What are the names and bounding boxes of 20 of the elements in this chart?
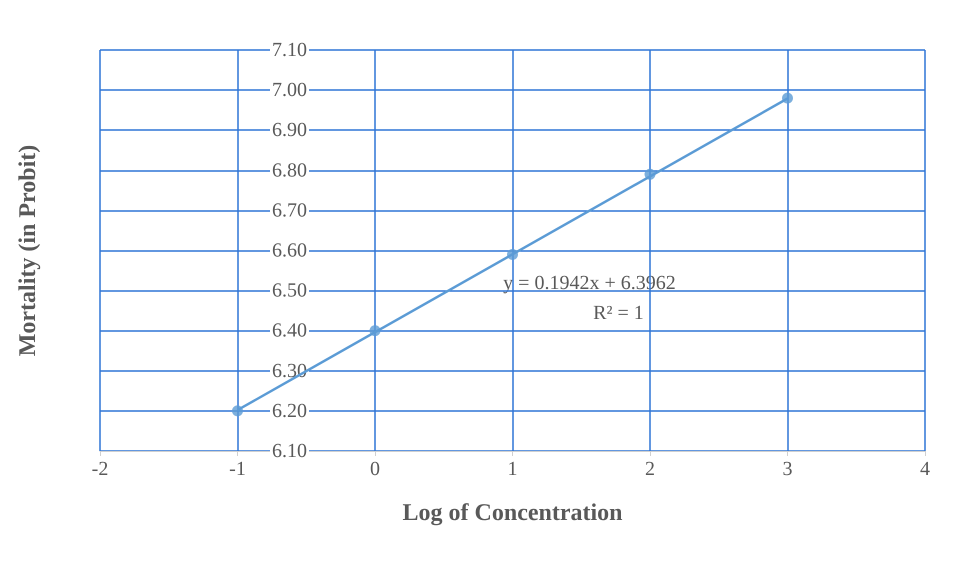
y-axis-title: Mortality (in Probit) xyxy=(15,144,41,356)
x-tick-label: -1 xyxy=(229,458,246,480)
y-tick-label: 7.10 xyxy=(272,39,307,61)
x-tick-label: 0 xyxy=(370,458,380,480)
annotation: R² = 1 xyxy=(593,302,644,324)
y-tick-label: 6.60 xyxy=(272,240,307,262)
y-tick-label: 6.50 xyxy=(272,280,307,302)
x-tick-label: 2 xyxy=(645,458,655,480)
y-tick-label: 6.40 xyxy=(272,320,307,342)
x-tick-label: 4 xyxy=(920,458,930,480)
x-tick-label: 1 xyxy=(508,458,518,480)
y-tick-label: 6.80 xyxy=(272,159,307,182)
y-tick-label: 6.20 xyxy=(272,400,307,422)
y-tick-label: 6.10 xyxy=(272,440,307,462)
x-axis-title: Log of Concentration xyxy=(402,500,622,526)
x-tick-label: 3 xyxy=(782,458,792,480)
y-tick-label: 6.70 xyxy=(272,199,307,222)
y-tick-label: 6.90 xyxy=(272,119,307,142)
y-tick-label: 7.00 xyxy=(272,79,307,102)
x-tick-label: -2 xyxy=(92,458,108,480)
